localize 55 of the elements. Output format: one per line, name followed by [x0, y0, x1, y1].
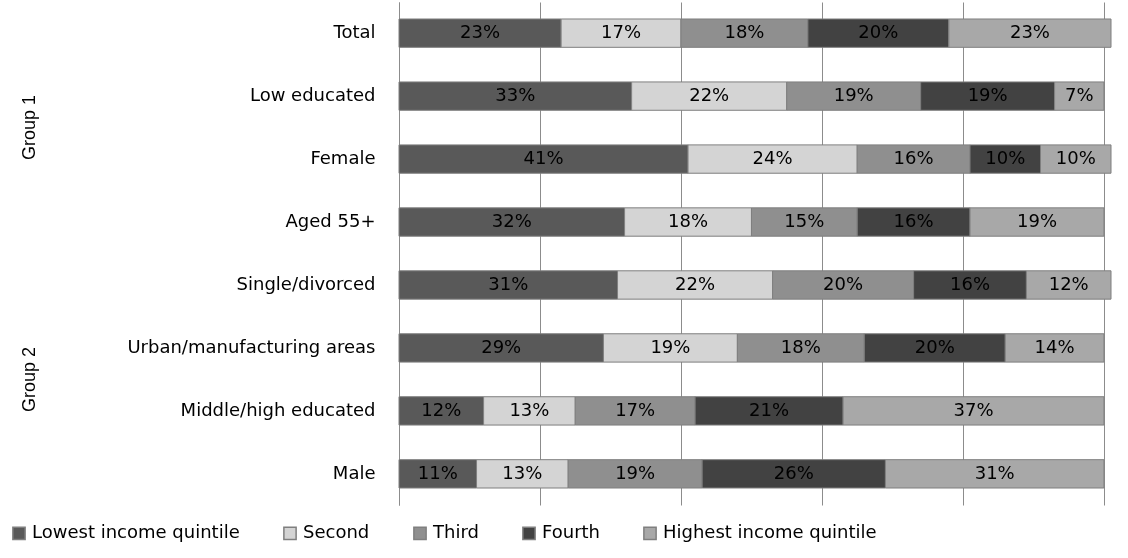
data-label: 10%	[1055, 147, 1096, 169]
data-label: 13%	[502, 461, 543, 483]
data-label: 26%	[773, 461, 814, 483]
y-tick-label: Total	[332, 21, 376, 43]
legend-label: Highest income quintile	[663, 521, 877, 543]
data-label: 18%	[780, 335, 821, 357]
data-label: 16%	[893, 210, 934, 232]
data-label: 21%	[749, 398, 790, 420]
data-label: 12%	[421, 398, 462, 420]
data-label: 17%	[615, 398, 656, 420]
y-tick-label: Middle/high educated	[180, 398, 376, 420]
data-label: 16%	[950, 272, 991, 294]
data-label: 15%	[784, 210, 825, 232]
data-label: 23%	[1009, 21, 1050, 43]
y-tick-label: Male	[332, 461, 376, 483]
data-label: 24%	[752, 147, 793, 169]
data-label: 20%	[823, 272, 864, 294]
data-label: 31%	[974, 461, 1015, 483]
data-label: 13%	[509, 398, 550, 420]
y-tick-label: Urban/manufacturing areas	[127, 335, 376, 357]
y-tick-label: Female	[310, 147, 376, 169]
data-label: 19%	[650, 335, 691, 357]
data-label: 29%	[481, 335, 522, 357]
data-label: 18%	[668, 210, 709, 232]
legend-label: Fourth	[542, 521, 600, 543]
data-label: 7%	[1065, 84, 1094, 106]
data-label: 20%	[914, 335, 955, 357]
data-label: 19%	[967, 84, 1008, 106]
text: Group 1	[19, 95, 41, 161]
data-label: 11%	[417, 461, 458, 483]
data-label: 41%	[523, 147, 564, 169]
data-label: 22%	[689, 84, 730, 106]
data-label: 16%	[893, 147, 934, 169]
data-label: 19%	[833, 84, 874, 106]
y-tick-label: Single/divorced	[236, 272, 376, 294]
data-label: 32%	[491, 210, 532, 232]
data-label: 18%	[724, 21, 765, 43]
y-tick-label: Low educated	[249, 84, 376, 106]
text: Group 2	[19, 346, 41, 412]
data-label: 22%	[675, 272, 716, 294]
data-label: 12%	[1048, 272, 1089, 294]
data-label: 10%	[985, 147, 1026, 169]
data-label: 37%	[953, 398, 994, 420]
data-label: 33%	[495, 84, 536, 106]
legend-label: Third	[432, 521, 479, 543]
data-label: 23%	[460, 21, 501, 43]
legend-label: Lowest income quintile	[32, 521, 240, 543]
data-label: 31%	[488, 272, 529, 294]
legend-label: Second	[303, 521, 370, 543]
data-label: 17%	[601, 21, 642, 43]
data-label: 19%	[615, 461, 656, 483]
data-label: 20%	[858, 21, 899, 43]
data-label: 19%	[1016, 210, 1057, 232]
y-tick-label: Aged 55+	[285, 210, 376, 232]
data-label: 14%	[1034, 335, 1075, 357]
